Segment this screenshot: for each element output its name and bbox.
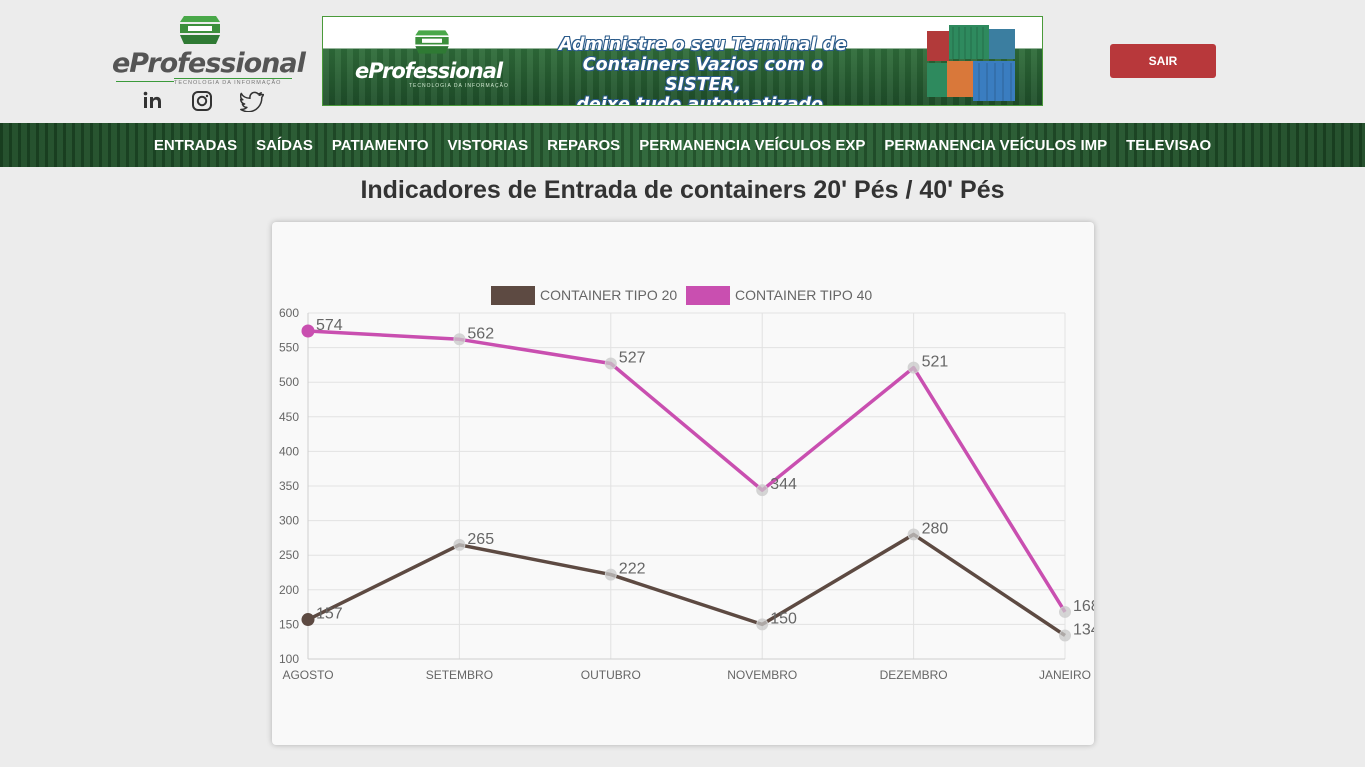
- data-point: [907, 361, 920, 374]
- data-label: 574: [316, 317, 343, 334]
- nav-item-saidas[interactable]: SAÍDAS: [256, 136, 313, 154]
- data-label: 280: [922, 520, 949, 537]
- data-label: 150: [770, 610, 797, 627]
- nav-item-televisao[interactable]: TELEVISAO: [1126, 136, 1212, 154]
- nav-item-permanencia-exp[interactable]: PERMANENCIA VEÍCULOS EXP: [639, 136, 866, 154]
- y-tick-label: 200: [279, 583, 299, 597]
- nav-item-patiamento[interactable]: PATIAMENTO: [331, 136, 429, 154]
- data-label: 157: [316, 606, 343, 623]
- instagram-icon[interactable]: [190, 90, 214, 112]
- y-tick-label: 150: [279, 617, 299, 631]
- social-links: [140, 90, 280, 112]
- x-tick-label: SETEMBRO: [426, 668, 493, 682]
- entries-line-chart: 100 150 200 250 300 350 400 450 500 550 600 AGOSTO S…: [279, 286, 1094, 682]
- y-tick-label: 100: [279, 652, 299, 666]
- y-tick-label: 250: [279, 548, 299, 562]
- data-point: [756, 484, 769, 497]
- data-label: 134: [1073, 621, 1094, 638]
- data-point: [756, 618, 769, 631]
- chart-card: [272, 222, 1094, 745]
- y-tick-label: 300: [279, 514, 299, 528]
- promo-banner[interactable]: eProfessional TECNOLOGIA DA INFORMAÇÃO A…: [322, 16, 1043, 106]
- nav-item-reparos[interactable]: REPAROS: [547, 136, 621, 154]
- x-tick-label: JANEIRO: [1039, 668, 1091, 682]
- header: eProfessional TECNOLOGIA DA INFORMAÇÃO e…: [0, 0, 1365, 123]
- data-point: [301, 324, 315, 338]
- x-tick-label: DEZEMBRO: [880, 668, 948, 682]
- y-tick-label: 350: [279, 479, 299, 493]
- y-tick-label: 400: [279, 444, 299, 458]
- y-tick-label: 550: [279, 341, 299, 355]
- data-label: 265: [467, 531, 494, 548]
- data-label: 527: [619, 350, 646, 367]
- banner-logo-name: eProfessional: [355, 59, 503, 83]
- data-point: [604, 357, 617, 370]
- data-label: 168: [1073, 598, 1094, 615]
- data-label: 344: [770, 476, 797, 493]
- nav-items: ENTRADAS SAÍDAS PATIAMENTO VISTORIAS REP…: [0, 123, 1365, 167]
- y-tick-label: 500: [279, 375, 299, 389]
- x-tick-label: OUTUBRO: [581, 668, 641, 682]
- data-point: [301, 613, 315, 627]
- banner-logo-mark-icon: [415, 30, 449, 54]
- logo-rule: [116, 81, 174, 82]
- logo-tagline: TECNOLOGIA DA INFORMAÇÃO: [174, 78, 292, 86]
- data-point: [604, 568, 617, 581]
- legend-swatch: [491, 286, 535, 305]
- banner-headline: Administre o seu Terminal de Containers …: [553, 35, 853, 106]
- legend-label: CONTAINER TIPO 20: [540, 287, 677, 303]
- y-tick-label: 450: [279, 410, 299, 424]
- x-tick-label: AGOSTO: [282, 668, 333, 682]
- nav-item-vistorias[interactable]: VISTORIAS: [447, 136, 529, 154]
- data-point: [907, 528, 920, 541]
- banner-logo-tagline: TECNOLOGIA DA INFORMAÇÃO: [409, 83, 509, 89]
- data-label: 562: [467, 325, 494, 342]
- banner-line-2: Containers Vazios com o SISTER,: [582, 55, 824, 95]
- banner-texture: [323, 49, 1042, 105]
- page-title: Indicadores de Entrada de containers 20'…: [360, 176, 1005, 204]
- containers-stack-icon: [927, 25, 1015, 101]
- data-point: [453, 538, 466, 551]
- linkedin-icon[interactable]: [141, 90, 165, 112]
- legend-label: CONTAINER TIPO 40: [735, 287, 872, 303]
- nav-item-permanencia-imp[interactable]: PERMANENCIA VEÍCULOS IMP: [884, 136, 1108, 154]
- data-label: 222: [619, 561, 646, 578]
- banner-line-1: Administre o seu Terminal de: [559, 35, 847, 55]
- nav-texture: [0, 123, 1365, 167]
- logo-mark-icon: [180, 16, 220, 44]
- logout-button[interactable]: SAIR: [1110, 44, 1216, 78]
- data-point: [1059, 629, 1071, 642]
- y-tick-label: 600: [279, 306, 299, 320]
- nav-item-entradas[interactable]: ENTRADAS: [153, 136, 238, 154]
- data-label: 521: [922, 354, 949, 371]
- main-nav: ENTRADAS SAÍDAS PATIAMENTO VISTORIAS REP…: [0, 123, 1365, 167]
- data-point: [1059, 605, 1071, 618]
- x-tick-label: NOVEMBRO: [727, 668, 797, 682]
- series-line: [307, 329, 1067, 613]
- banner-line-3: deixe tudo automatizado.: [576, 95, 830, 106]
- legend-swatch: [686, 286, 730, 305]
- twitter-icon[interactable]: [240, 90, 264, 112]
- site-logo[interactable]: eProfessional TECNOLOGIA DA INFORMAÇÃO: [112, 12, 306, 112]
- series-line: [307, 532, 1066, 637]
- data-point: [453, 333, 466, 346]
- logo-name: eProfessional: [112, 48, 306, 79]
